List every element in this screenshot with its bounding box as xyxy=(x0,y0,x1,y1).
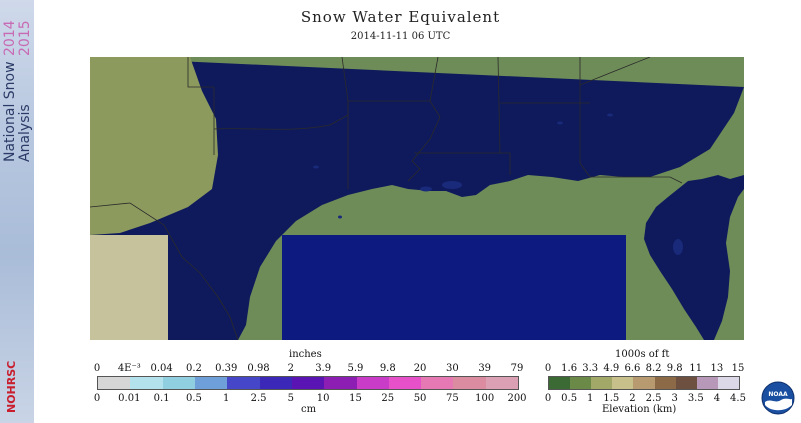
swe-color-swatch xyxy=(130,377,163,389)
elev-color-swatch xyxy=(717,377,739,389)
map-title: Snow Water Equivalent xyxy=(300,8,501,26)
elev-color-swatch xyxy=(570,377,592,389)
swe-inches-tick-label: 3.9 xyxy=(315,363,332,374)
elev-km-tick-label: 3 xyxy=(671,393,678,404)
elev-ft-tick-label: 13 xyxy=(710,363,724,374)
swe-color-swatch xyxy=(485,377,519,389)
elev-color-swatch xyxy=(633,377,655,389)
map-timestamp: 2014-11-11 06 UTC xyxy=(350,31,451,42)
elev-ft-tick-label: 11 xyxy=(689,363,703,374)
elev-color-swatch xyxy=(612,377,634,389)
swe-color-swatch xyxy=(291,377,325,389)
swe-cm-tick-label: 200 xyxy=(507,393,527,404)
elev-color-swatch xyxy=(591,377,613,389)
swe-inches-tick-label: 9.8 xyxy=(379,363,396,374)
swe-cm-tick-label: 0.01 xyxy=(118,393,141,404)
elev-km-tick-label: 2 xyxy=(629,393,636,404)
swe-color-swatch xyxy=(453,377,486,389)
swe-legend-unit-cm: cm xyxy=(301,404,317,415)
elev-ft-tick-label: 1.6 xyxy=(561,363,578,374)
swe-inches-tick-label: 0.39 xyxy=(215,363,238,374)
nohrsc-logo-text: NOHRSC xyxy=(5,361,18,413)
swe-color-swatch xyxy=(194,377,228,389)
elev-ft-tick-label: 9.8 xyxy=(666,363,683,374)
swe-cm-tick-label: 2.5 xyxy=(250,393,267,404)
swe-inches-tick-label: 0.98 xyxy=(247,363,270,374)
swe-cm-tick-label: 1 xyxy=(223,393,230,404)
swe-color-swatch xyxy=(388,377,422,389)
swe-color-swatch xyxy=(324,377,357,389)
swe-cm-tick-label: 75 xyxy=(446,393,459,404)
elev-km-tick-label: 3.5 xyxy=(687,393,704,404)
elev-ft-tick-label: 0 xyxy=(544,363,552,374)
swe-inches-tick-label: 0.2 xyxy=(185,363,202,374)
map-lakes xyxy=(313,113,683,255)
elev-km-tick-label: 1.5 xyxy=(603,393,620,404)
swe-inches-tick-label: 0.04 xyxy=(150,363,173,374)
swe-cm-tick-label: 50 xyxy=(413,393,427,404)
elev-km-tick-label: 2.5 xyxy=(645,393,662,404)
swe-color-swatch xyxy=(98,377,131,389)
swe-cm-tick-label: 0.5 xyxy=(185,393,202,404)
elev-km-tick-label: 4 xyxy=(713,393,721,404)
elev-km-tick-label: 1 xyxy=(587,393,594,404)
elev-ft-tick-label: 3.3 xyxy=(582,363,599,374)
noaa-logo: NOAA xyxy=(761,381,795,415)
swe-inches-tick-label: 79 xyxy=(510,363,524,374)
elev-ft-tick-label: 6.6 xyxy=(624,363,641,374)
side-year-2: 2015 xyxy=(17,20,33,56)
swe-cm-tick-label: 10 xyxy=(316,393,330,404)
swe-cm-tick-label: 0 xyxy=(93,393,101,404)
swe-inches-tick-label: 0 xyxy=(93,363,101,374)
swe-cm-tick-label: 100 xyxy=(475,393,495,404)
elev-ft-tick-label: 4.9 xyxy=(603,363,620,374)
swe-cm-tick-label: 0.1 xyxy=(153,393,170,404)
map-borders xyxy=(90,57,683,340)
map-nodata-area xyxy=(90,235,168,340)
swe-color-swatch xyxy=(162,377,195,389)
elev-km-tick-label: 0.5 xyxy=(561,393,578,404)
elev-km-tick-label: 0 xyxy=(544,393,552,404)
swe-color-swatch xyxy=(227,377,260,389)
map-highlands xyxy=(90,57,218,235)
swe-inches-tick-label: 4E⁻³ xyxy=(117,363,141,374)
swe-map xyxy=(90,57,744,340)
side-title-line1: National Snow xyxy=(2,61,18,162)
elev-color-swatch xyxy=(549,377,571,389)
noaa-logo-text: NOAA xyxy=(768,391,788,398)
elev-ft-tick-label: 15 xyxy=(731,363,745,374)
elev-color-swatch xyxy=(696,377,718,389)
nohrsc-logo: NOHRSC xyxy=(5,361,18,413)
swe-inches-tick-label: 5.9 xyxy=(347,363,364,374)
swe-color-bar xyxy=(97,376,519,390)
swe-color-swatch xyxy=(356,377,389,389)
swe-color-swatch xyxy=(259,377,292,389)
elev-color-bar xyxy=(548,376,740,390)
swe-inches-tick-label: 20 xyxy=(413,363,427,374)
elev-legend-unit-km: Elevation (km) xyxy=(602,404,677,415)
elev-color-swatch xyxy=(654,377,676,389)
elev-legend-unit-ft: 1000s of ft xyxy=(615,349,670,360)
swe-cm-tick-label: 5 xyxy=(287,393,295,404)
swe-inches-tick-label: 30 xyxy=(446,363,459,374)
elev-km-tick-label: 4.5 xyxy=(730,393,746,404)
swe-cm-tick-label: 25 xyxy=(381,393,395,404)
swe-inches-tick-label: 39 xyxy=(478,363,492,374)
elev-color-swatch xyxy=(675,377,697,389)
swe-inches-tick-label: 2 xyxy=(287,363,295,374)
side-title-graphic: National Snow Analysis 2014 2015 xyxy=(2,20,33,162)
sidebar-banner: National Snow Analysis 2014 2015 NOHRSC xyxy=(0,0,34,423)
swe-cm-tick-label: 15 xyxy=(349,393,362,404)
swe-legend-unit-inches: inches xyxy=(289,349,322,360)
swe-color-swatch xyxy=(421,377,454,389)
map-gulf-box xyxy=(282,235,626,340)
elev-ft-tick-label: 8.2 xyxy=(645,363,662,374)
side-title-line2: Analysis xyxy=(17,104,33,162)
side-year-1: 2014 xyxy=(2,20,18,56)
